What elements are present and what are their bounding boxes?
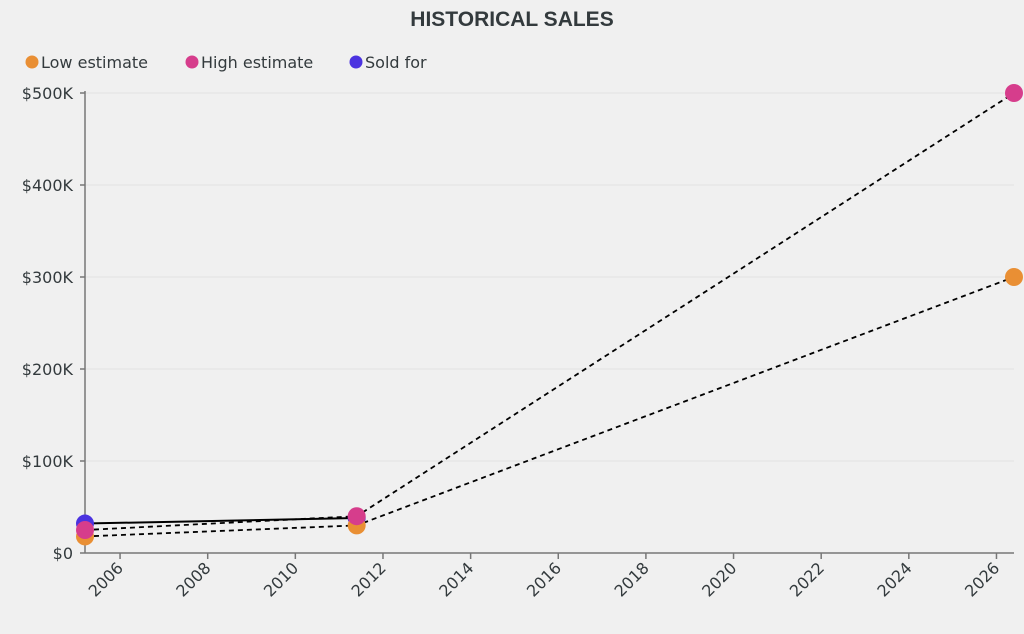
data-point [76, 521, 94, 539]
data-point [1005, 268, 1023, 286]
series-points [76, 84, 1023, 546]
y-tick-label: $400K [22, 176, 74, 195]
axes: $0 $100K $200K $300K $400K $500K 2006 2008 2010 2… [22, 84, 1014, 601]
x-tick-label: 2012 [348, 558, 390, 600]
x-tick-label: 2014 [435, 558, 477, 600]
y-tick-label: $500K [22, 84, 74, 103]
x-tick-label: 2008 [172, 558, 214, 600]
y-tick-label: $300K [22, 268, 74, 287]
chart-title: HISTORICAL SALES [410, 8, 613, 31]
x-tick-label: 2010 [260, 558, 302, 600]
grid [85, 92, 1014, 462]
legend-marker [349, 55, 363, 69]
x-tick-label: 2006 [85, 558, 127, 600]
series-line [84, 276, 1015, 538]
x-tick-label: 2026 [961, 558, 1003, 600]
data-point [1005, 84, 1023, 102]
x-tick-label: 2018 [611, 558, 653, 600]
legend-marker [185, 55, 199, 69]
data-point [347, 507, 366, 526]
y-tick-label: $200K [22, 360, 74, 379]
series-line [84, 92, 1015, 531]
x-tick-label: 2020 [698, 558, 740, 600]
legend-label: Sold for [365, 53, 427, 72]
legend: Low estimate High estimate Sold for [25, 53, 427, 72]
y-tick-label: $0 [53, 544, 73, 563]
legend-label: Low estimate [41, 53, 148, 72]
legend-label: High estimate [201, 53, 313, 72]
x-tick-label: 2016 [523, 558, 565, 600]
y-tick-label: $100K [22, 452, 74, 471]
series-lines [84, 92, 1015, 538]
x-tick-label: 2024 [873, 558, 915, 600]
series-line [84, 517, 357, 525]
legend-marker [25, 55, 39, 69]
x-tick-label: 2022 [786, 558, 828, 600]
